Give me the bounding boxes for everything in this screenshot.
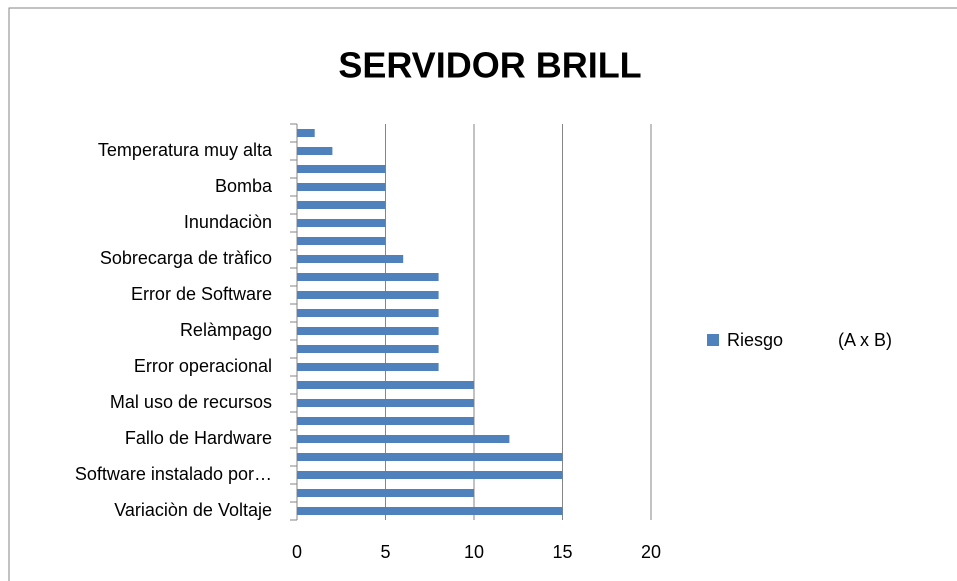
bar <box>297 471 563 479</box>
bar <box>297 147 333 155</box>
bar <box>297 183 386 191</box>
x-tick-label: 10 <box>464 542 484 562</box>
bar <box>297 201 386 209</box>
legend-label: Riesgo (A x B) <box>727 330 892 350</box>
x-tick-label: 15 <box>552 542 572 562</box>
bar <box>297 237 386 245</box>
y-tick-label: Variaciòn de Voltaje <box>114 500 272 520</box>
y-tick-label: Mal uso de recursos <box>110 392 272 412</box>
bar <box>297 273 439 281</box>
x-tick-label: 0 <box>292 542 302 562</box>
bar <box>297 291 439 299</box>
x-tick-label: 5 <box>380 542 390 562</box>
y-tick-label: Sobrecarga de tràfico <box>100 248 272 268</box>
bar <box>297 309 439 317</box>
y-tick-label: Relàmpago <box>180 320 272 340</box>
bar <box>297 327 439 335</box>
bar <box>297 165 386 173</box>
y-tick-label: Inundaciòn <box>184 212 272 232</box>
bar <box>297 399 474 407</box>
bar <box>297 255 404 263</box>
bar <box>297 507 563 515</box>
legend-swatch <box>707 334 719 346</box>
bar <box>297 129 315 137</box>
bar <box>297 219 386 227</box>
bar <box>297 489 474 497</box>
y-tick-label: Temperatura muy alta <box>98 140 273 160</box>
bar <box>297 363 439 371</box>
bar <box>297 417 474 425</box>
bar <box>297 345 439 353</box>
y-tick-label: Fallo de Hardware <box>125 428 272 448</box>
x-tick-label: 20 <box>641 542 661 562</box>
y-tick-label: Bomba <box>215 176 273 196</box>
bar <box>297 381 474 389</box>
chart-title: SERVIDOR BRILL <box>338 45 641 86</box>
bar <box>297 453 563 461</box>
y-tick-label: Error operacional <box>134 356 272 376</box>
y-tick-label: Software instalado por… <box>75 464 272 484</box>
bar <box>297 435 510 443</box>
y-tick-label: Error de Software <box>131 284 272 304</box>
chart-frame <box>8 7 957 581</box>
